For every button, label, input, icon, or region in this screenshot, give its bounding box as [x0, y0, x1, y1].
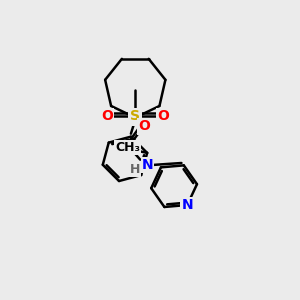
- Text: O: O: [157, 109, 169, 123]
- Text: O: O: [101, 109, 113, 123]
- Text: N: N: [142, 158, 153, 172]
- Text: CH₃: CH₃: [115, 141, 140, 154]
- Text: N: N: [130, 111, 141, 124]
- Text: S: S: [130, 109, 140, 123]
- Text: O: O: [138, 119, 150, 134]
- Text: H: H: [130, 163, 140, 176]
- Text: N: N: [182, 198, 193, 212]
